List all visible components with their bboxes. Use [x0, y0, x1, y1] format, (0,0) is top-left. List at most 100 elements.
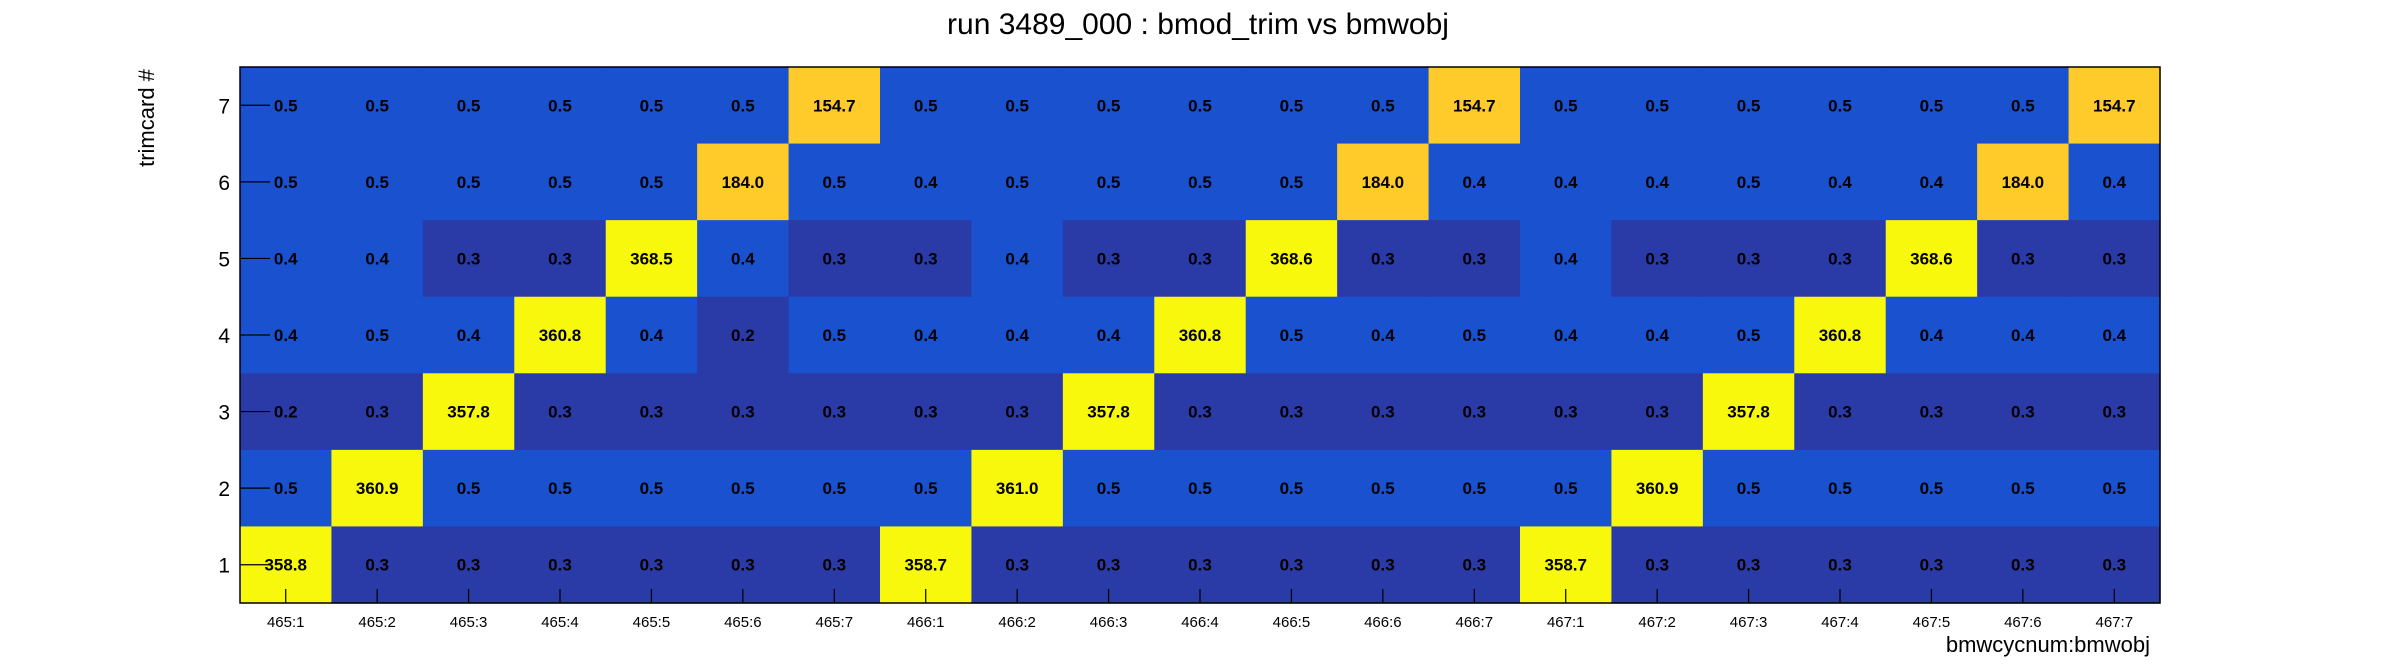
heatmap-cell: [1885, 143, 1978, 221]
heatmap-cell-label: 0.5: [1462, 479, 1486, 498]
heatmap-cell-label: 0.5: [1737, 326, 1761, 345]
heatmap-cell-label: 0.4: [1005, 249, 1029, 268]
heatmap-cell: [331, 67, 424, 145]
heatmap-cell-label: 0.2: [731, 326, 755, 345]
heatmap-cell-label: 0.4: [274, 326, 298, 345]
x-tick-label: 466:3: [1090, 614, 1128, 631]
x-tick-label: 466:6: [1364, 614, 1402, 631]
heatmap-cell: [422, 143, 515, 221]
heatmap-cell-label: 0.5: [1828, 96, 1852, 115]
heatmap-cell-label: 368.6: [1270, 249, 1313, 268]
heatmap-cell: [788, 296, 881, 374]
heatmap-cell: [1794, 143, 1887, 221]
heatmap-cell-label: 0.4: [1462, 173, 1486, 192]
heatmap-cell-label: 0.4: [731, 249, 755, 268]
heatmap-cell: [1520, 67, 1613, 145]
heatmap-cell-label: 0.3: [548, 249, 572, 268]
heatmap-cell-label: 0.4: [1554, 326, 1578, 345]
heatmap-cell: [880, 296, 973, 374]
heatmap-cell: [422, 67, 515, 145]
heatmap-cell-label: 0.5: [1280, 479, 1304, 498]
heatmap-cell-label: 0.3: [1920, 556, 1944, 575]
heatmap-cell: [1794, 296, 1887, 374]
heatmap-cell-label: 0.5: [457, 173, 481, 192]
heatmap-cell-label: 0.5: [2102, 479, 2126, 498]
heatmap-cell-label: 0.5: [822, 479, 846, 498]
heatmap-cell-label: 0.3: [822, 249, 846, 268]
heatmap-cell: [1885, 373, 1978, 451]
heatmap-cell: [1520, 449, 1613, 528]
x-tick-label: 465:4: [541, 614, 579, 631]
heatmap-cell-label: 0.5: [1280, 326, 1304, 345]
heatmap-cell-label: 0.3: [822, 403, 846, 422]
heatmap-cell-label: 0.5: [731, 479, 755, 498]
heatmap-cell: [1062, 373, 1155, 451]
heatmap-cell: [1154, 449, 1247, 528]
heatmap-cell-label: 0.5: [640, 479, 664, 498]
heatmap-cell: [605, 373, 698, 451]
heatmap-cell-label: 0.5: [274, 96, 298, 115]
heatmap-cell-label: 0.4: [365, 249, 389, 268]
y-tick-label: 5: [218, 248, 230, 271]
heatmap-cell-label: 0.3: [548, 403, 572, 422]
heatmap-cell-label: 0.5: [1188, 96, 1212, 115]
heatmap-cell-label: 0.3: [1828, 403, 1852, 422]
heatmap-cell-label: 0.5: [1645, 96, 1669, 115]
heatmap-cell-label: 0.4: [1554, 249, 1578, 268]
heatmap-cell: [1794, 220, 1887, 298]
heatmap-cell: [1702, 220, 1795, 298]
heatmap-cell: [697, 143, 790, 221]
heatmap-cell: [1611, 296, 1704, 374]
x-tick-label: 465:6: [724, 614, 762, 631]
heatmap-cell: [1520, 220, 1613, 298]
heatmap-cell-label: 0.3: [1371, 403, 1395, 422]
heatmap-cell: [1702, 373, 1795, 451]
heatmap-cell-label: 368.5: [630, 249, 673, 268]
x-tick-label: 466:5: [1273, 614, 1311, 631]
heatmap-cell-label: 0.3: [1005, 556, 1029, 575]
x-tick-label: 467:5: [1913, 614, 1951, 631]
heatmap-cell: [1062, 67, 1155, 145]
heatmap-cell-labels: 0.5 0.5 0.5 0.5 0.5 0.5 154.7 0.5 0.5 0.5 0.5 0.5 0.…: [264, 96, 2135, 574]
heatmap-cell: [422, 449, 515, 528]
heatmap-cell: [1977, 296, 2070, 374]
x-tick-label: 465:1: [267, 614, 305, 631]
heatmap-cell-label: 0.3: [1737, 249, 1761, 268]
heatmap-cell-label: 0.5: [274, 479, 298, 498]
heatmap-cell-label: 357.8: [1727, 403, 1770, 422]
heatmap-cell: [1611, 449, 1704, 528]
heatmap-cell: [1154, 296, 1247, 374]
heatmap-cell: [1977, 373, 2070, 451]
heatmap-cell-label: 0.5: [2011, 479, 2035, 498]
heatmap-cell-label: 0.5: [1737, 96, 1761, 115]
x-tick-label: 466:7: [1456, 614, 1494, 631]
heatmap-cell-label: 0.3: [1645, 249, 1669, 268]
heatmap-cell-label: 0.3: [457, 556, 481, 575]
heatmap-cell: [422, 296, 515, 374]
heatmap-cell-label: 368.6: [1910, 249, 1953, 268]
heatmap-cell-label: 0.3: [457, 249, 481, 268]
heatmap-cell: [1611, 67, 1704, 145]
heatmap-cell-label: 0.3: [640, 403, 664, 422]
heatmap-cell: [788, 449, 881, 528]
heatmap-cell-label: 0.3: [548, 556, 572, 575]
heatmap-cell: [1428, 296, 1521, 374]
heatmap-cell-label: 0.3: [822, 556, 846, 575]
y-tick-label: 7: [218, 95, 230, 118]
heatmap-cell-label: 0.5: [731, 96, 755, 115]
heatmap-cell: [1337, 67, 1430, 145]
heatmap-cells: [240, 67, 2161, 604]
heatmap-cell-label: 358.7: [904, 556, 947, 575]
heatmap-cell-label: 0.5: [1097, 96, 1121, 115]
heatmap-cell: [1062, 296, 1155, 374]
heatmap-cell: [1062, 220, 1155, 298]
heatmap-cell-label: 0.5: [1920, 479, 1944, 498]
heatmap-cell: [2068, 449, 2161, 528]
heatmap-cell: [605, 296, 698, 374]
heatmap-cell: [1611, 143, 1704, 221]
heatmap-cell: [1062, 449, 1155, 528]
heatmap-cell-label: 0.3: [2011, 556, 2035, 575]
heatmap-cell-label: 0.3: [731, 556, 755, 575]
heatmap-cell: [788, 67, 881, 145]
heatmap-cell-label: 154.7: [1453, 96, 1496, 115]
